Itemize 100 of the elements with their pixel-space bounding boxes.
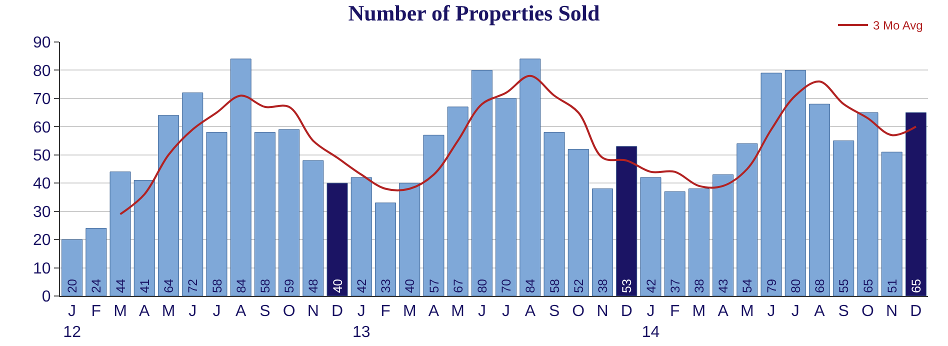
- data-label: 58: [258, 278, 272, 293]
- bar: [784, 70, 806, 296]
- bar: [809, 104, 830, 296]
- data-label: 80: [788, 278, 803, 293]
- bar: [736, 143, 758, 296]
- y-tick-label: 10: [33, 260, 51, 278]
- data-label: 52: [572, 278, 586, 293]
- x-tick-label: N: [307, 303, 319, 320]
- x-tick-label: F: [380, 303, 391, 320]
- data-label: 58: [548, 278, 562, 293]
- data-label: 48: [306, 278, 321, 293]
- bar: [182, 92, 204, 296]
- bar: [520, 58, 541, 296]
- bar: [447, 106, 468, 296]
- bar: [423, 134, 444, 296]
- data-label: 59: [282, 278, 297, 293]
- data-label: 65: [861, 278, 876, 293]
- x-tick-label: O: [572, 303, 585, 320]
- x-tick-label: J: [791, 303, 800, 320]
- y-tick-label: 60: [33, 119, 51, 136]
- data-label: 54: [740, 278, 755, 293]
- x-tick-label: S: [260, 303, 270, 320]
- data-label: 57: [427, 278, 442, 293]
- x-tick-label: J: [502, 303, 510, 320]
- data-label: 84: [234, 278, 248, 293]
- x-tick-label: J 12: [63, 303, 82, 341]
- data-label: 65: [909, 278, 924, 293]
- x-tick-label: M: [402, 303, 416, 320]
- x-tick-label: M: [451, 303, 464, 320]
- y-tick-label: 0: [42, 288, 51, 306]
- bar: [857, 112, 878, 296]
- y-tick-label: 20: [33, 232, 51, 250]
- data-label: 58: [210, 278, 224, 293]
- legend-label: 3 Mo Avg: [873, 18, 923, 33]
- bar: [881, 152, 902, 296]
- data-label: 24: [90, 278, 104, 293]
- x-tick-label: A: [139, 303, 150, 320]
- data-label: 72: [186, 278, 200, 293]
- bar: [134, 180, 155, 296]
- bar: [110, 172, 131, 296]
- bar: [688, 188, 710, 296]
- data-label: 64: [162, 278, 176, 293]
- x-tick-label: M: [692, 303, 706, 320]
- data-label: 67: [451, 278, 466, 293]
- data-label: 44: [114, 278, 128, 293]
- bar: [471, 70, 492, 296]
- x-tick-label: J 13: [352, 303, 370, 341]
- x-tick-label: M: [114, 303, 127, 320]
- y-tick-label: 30: [33, 204, 51, 221]
- data-label: 40: [403, 278, 418, 293]
- x-tick-label: J 14: [642, 303, 660, 341]
- bar: [206, 132, 228, 296]
- x-tick-label: D: [910, 303, 922, 320]
- data-label: 70: [500, 278, 514, 293]
- bar: [375, 202, 396, 296]
- y-tick-label: 70: [33, 91, 51, 108]
- x-tick-label: J: [767, 303, 776, 320]
- bar: [350, 177, 372, 296]
- bar: [712, 174, 734, 296]
- x-tick-label: J: [212, 303, 221, 320]
- data-label: 20: [66, 278, 80, 293]
- bar: [760, 72, 782, 296]
- x-tick-label: A: [718, 303, 729, 320]
- bar: [254, 132, 276, 296]
- x-tick-label: N: [596, 303, 608, 320]
- data-label: 43: [716, 278, 731, 293]
- line-series: [119, 74, 917, 216]
- bar: [616, 146, 638, 296]
- data-label: 40: [330, 278, 345, 293]
- x-tick-label: J: [188, 303, 197, 320]
- data-label: 68: [813, 278, 828, 293]
- x-tick-label: F: [91, 303, 102, 320]
- bar: [399, 182, 420, 296]
- x-tick-label: J: [478, 303, 486, 320]
- data-label: 38: [692, 278, 706, 293]
- x-tick-label: O: [861, 303, 874, 320]
- data-label: 42: [644, 278, 658, 293]
- bar: [568, 148, 589, 296]
- x-tick-label: A: [235, 303, 246, 320]
- data-label: 37: [668, 278, 682, 293]
- x-tick-label: M: [162, 303, 176, 320]
- data-label: 55: [837, 278, 852, 293]
- chart-title: Number of Properties Sold: [348, 0, 600, 26]
- data-label: 41: [138, 278, 152, 293]
- data-label: 80: [475, 278, 490, 293]
- bar: [833, 140, 854, 296]
- data-label: 38: [596, 278, 610, 293]
- data-label: 42: [354, 278, 369, 293]
- bar: [326, 182, 348, 296]
- bar: [664, 191, 686, 296]
- y-tick-label: 90: [33, 34, 51, 52]
- x-tick-label: A: [814, 303, 826, 320]
- y-tick-label: 80: [33, 62, 51, 80]
- bar: [905, 112, 926, 296]
- data-label: 79: [764, 278, 779, 293]
- x-tick-label: A: [524, 303, 536, 320]
- bar: [62, 239, 83, 296]
- y-tick-label: 40: [33, 176, 51, 193]
- bar: [496, 98, 517, 296]
- bar: [278, 129, 300, 296]
